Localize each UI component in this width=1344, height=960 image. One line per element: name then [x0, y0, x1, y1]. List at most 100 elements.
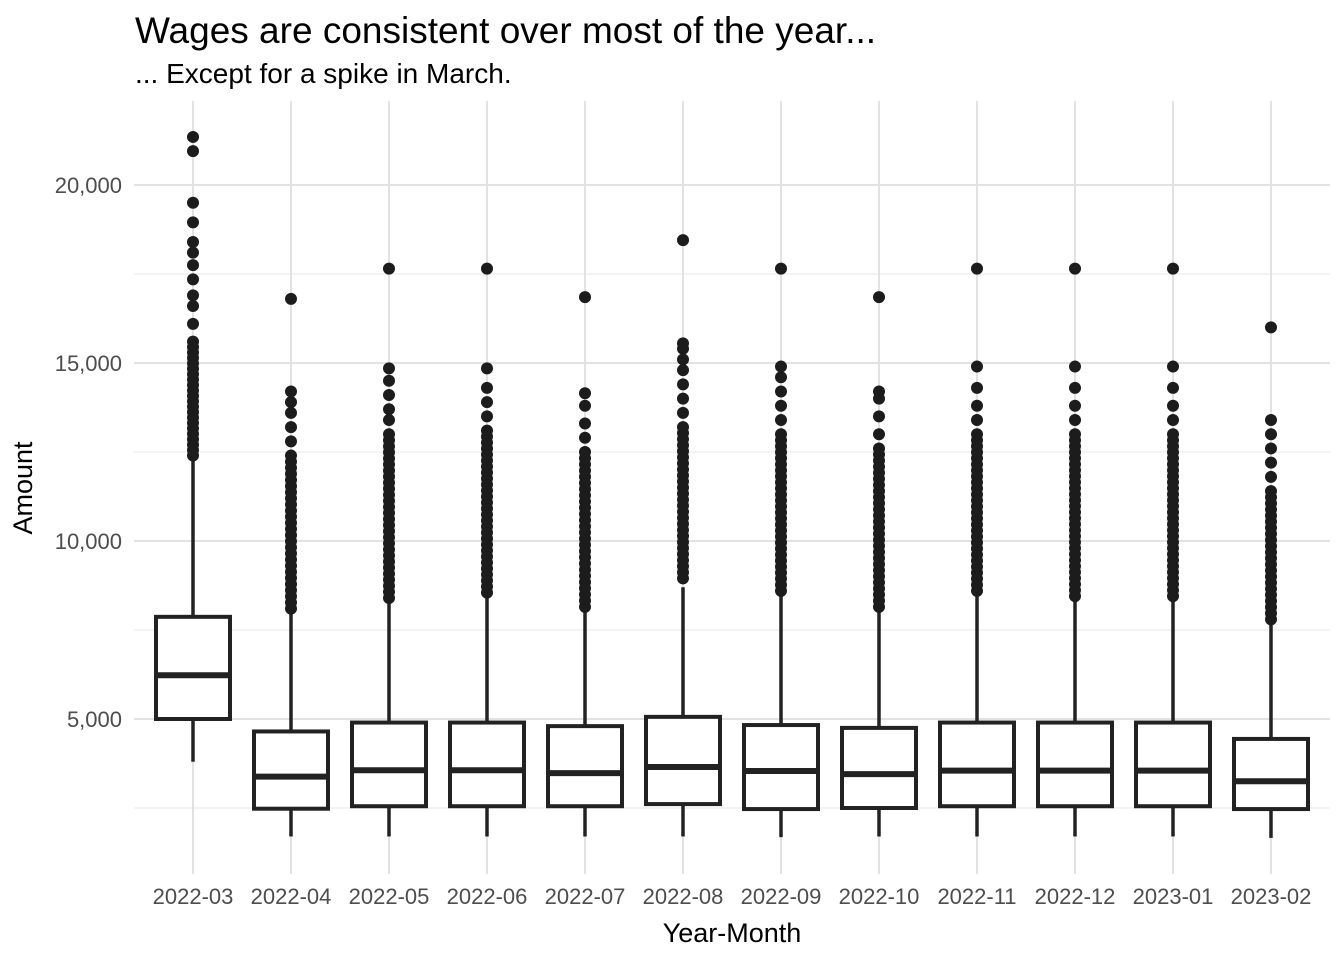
outlier-dot	[187, 145, 199, 158]
boxplots	[154, 130, 1310, 838]
outlier-dot	[971, 360, 983, 373]
outlier-dot	[677, 234, 689, 247]
axis-tick-labels: 5,000 10,000 15,000 20,000 2022-03 2022-04 202…	[55, 173, 1312, 909]
outlier-dot	[481, 396, 493, 409]
box-iqr	[154, 614, 232, 721]
outlier-dot	[1167, 381, 1179, 394]
x-axis-title: Year-Month	[663, 918, 802, 948]
outlier-dot	[677, 378, 689, 391]
boxplot-2023-02	[1232, 321, 1310, 838]
outlier-dot	[677, 392, 689, 405]
outlier-dot	[775, 385, 787, 398]
x-tick-label: 2022-10	[839, 884, 920, 909]
outlier-dot	[1265, 456, 1277, 469]
outlier-dot	[285, 449, 297, 462]
outlier-dot	[1265, 485, 1277, 498]
outlier-dot	[285, 396, 297, 409]
outlier-dot	[383, 362, 395, 375]
outlier-dot	[971, 262, 983, 275]
box-iqr	[1036, 720, 1114, 809]
outlier-dot	[677, 337, 689, 350]
boxplot-2022-11	[938, 262, 1016, 837]
boxplot-2022-12	[1036, 262, 1114, 837]
outlier-dot	[1069, 413, 1081, 426]
outlier-dot	[971, 428, 983, 441]
outlier-dot	[187, 289, 199, 302]
outlier-dot	[971, 399, 983, 412]
outlier-dot	[1167, 399, 1179, 412]
outlier-dot	[285, 406, 297, 419]
y-tick-label: 10,000	[55, 529, 122, 554]
outlier-dot	[187, 317, 199, 330]
boxplot-2022-04	[252, 292, 330, 837]
outlier-dot	[1069, 360, 1081, 373]
outlier-dot	[187, 196, 199, 209]
x-tick-label: 2022-11	[937, 884, 1016, 909]
outlier-dot	[383, 389, 395, 402]
outlier-dot	[1069, 428, 1081, 441]
outlier-dot	[1167, 428, 1179, 441]
box-iqr	[644, 714, 722, 807]
y-tick-label: 5,000	[67, 707, 122, 732]
outlier-dot	[187, 335, 199, 348]
boxplot-2022-03	[154, 130, 232, 762]
boxplot-2022-07	[546, 291, 624, 837]
box-iqr	[742, 723, 820, 812]
outlier-dot	[775, 399, 787, 412]
outlier-dot	[775, 428, 787, 441]
x-tick-label: 2022-05	[349, 884, 430, 909]
outlier-dot	[285, 435, 297, 448]
box-iqr	[350, 720, 428, 809]
box-iqr	[938, 720, 1016, 809]
outlier-dot	[677, 364, 689, 377]
boxplot-2022-06	[448, 262, 526, 837]
outlier-dot	[971, 413, 983, 426]
boxplot-2023-01	[1134, 262, 1212, 837]
outlier-dot	[1167, 262, 1179, 275]
box-iqr	[252, 729, 330, 811]
outlier-dot	[579, 291, 591, 304]
x-tick-label: 2023-02	[1231, 884, 1312, 909]
outlier-dot	[775, 413, 787, 426]
x-tick-label: 2022-09	[741, 884, 822, 909]
outlier-dot	[579, 431, 591, 444]
x-tick-label: 2022-08	[643, 884, 724, 909]
outlier-dot	[383, 413, 395, 426]
x-tick-label: 2022-04	[251, 884, 332, 909]
outlier-dot	[187, 235, 199, 248]
outlier-dot	[1265, 413, 1277, 426]
x-tick-label: 2022-06	[447, 884, 528, 909]
boxplot-2022-08	[644, 234, 722, 837]
outlier-dot	[1167, 360, 1179, 373]
outlier-dot	[187, 216, 199, 229]
outlier-dot	[1069, 262, 1081, 275]
outlier-dot	[481, 424, 493, 437]
outlier-dot	[1265, 470, 1277, 483]
outlier-dot	[383, 428, 395, 441]
x-tick-label: 2023-01	[1133, 884, 1214, 909]
box-iqr	[448, 720, 526, 809]
box-iqr	[1134, 720, 1212, 809]
outlier-dot	[579, 417, 591, 430]
outlier-dot	[285, 421, 297, 434]
boxplot-2022-09	[742, 262, 820, 838]
outlier-dot	[873, 385, 885, 398]
outlier-dot	[187, 273, 199, 286]
outlier-dot	[775, 262, 787, 275]
outlier-dot	[383, 262, 395, 275]
outlier-dot	[1069, 381, 1081, 394]
minor-gridlines	[134, 273, 1330, 809]
outlier-dot	[1069, 399, 1081, 412]
boxplot-2022-05	[350, 262, 428, 837]
box-iqr	[1232, 736, 1310, 812]
outlier-dot	[285, 292, 297, 305]
chart-subtitle: ... Except for a spike in March.	[135, 58, 512, 89]
outlier-dot	[873, 410, 885, 423]
outlier-dot	[677, 406, 689, 419]
outlier-dot	[187, 246, 199, 259]
outlier-dot	[775, 360, 787, 373]
x-tick-label: 2022-07	[545, 884, 626, 909]
y-axis-title: Amount	[8, 441, 38, 535]
outlier-dot	[775, 371, 787, 384]
